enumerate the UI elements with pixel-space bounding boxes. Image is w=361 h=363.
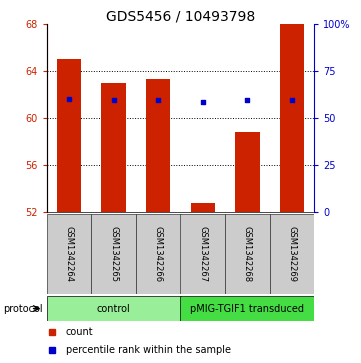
Text: GSM1342269: GSM1342269 bbox=[287, 226, 296, 282]
Text: GSM1342264: GSM1342264 bbox=[65, 226, 74, 282]
Text: protocol: protocol bbox=[4, 303, 43, 314]
Text: control: control bbox=[97, 303, 131, 314]
Bar bbox=[136, 214, 180, 294]
Bar bbox=[225, 214, 270, 294]
Text: pMIG-TGIF1 transduced: pMIG-TGIF1 transduced bbox=[190, 303, 304, 314]
Point bbox=[66, 96, 72, 102]
Bar bbox=[180, 214, 225, 294]
Bar bbox=[180, 296, 314, 321]
Bar bbox=[101, 82, 126, 212]
Point bbox=[111, 97, 117, 103]
Point bbox=[155, 97, 161, 103]
Text: GSM1342266: GSM1342266 bbox=[154, 226, 163, 282]
Bar bbox=[146, 79, 170, 212]
Text: percentile rank within the sample: percentile rank within the sample bbox=[66, 345, 231, 355]
Bar bbox=[57, 59, 82, 212]
Point bbox=[200, 99, 206, 105]
Bar bbox=[279, 24, 304, 212]
Text: GSM1342265: GSM1342265 bbox=[109, 226, 118, 282]
Bar bbox=[191, 203, 215, 212]
Bar bbox=[47, 296, 180, 321]
Bar bbox=[235, 132, 260, 212]
Text: GDS5456 / 10493798: GDS5456 / 10493798 bbox=[106, 9, 255, 23]
Bar bbox=[47, 214, 91, 294]
Text: GSM1342268: GSM1342268 bbox=[243, 226, 252, 282]
Bar bbox=[91, 214, 136, 294]
Text: count: count bbox=[66, 327, 93, 337]
Bar bbox=[270, 214, 314, 294]
Point bbox=[289, 97, 295, 103]
Text: GSM1342267: GSM1342267 bbox=[198, 226, 207, 282]
Point bbox=[244, 97, 250, 103]
